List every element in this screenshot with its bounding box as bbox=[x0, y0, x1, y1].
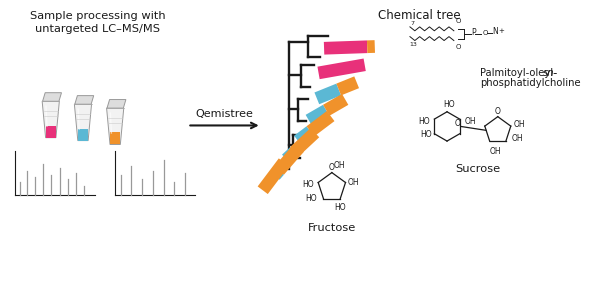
Text: P: P bbox=[471, 28, 476, 37]
Polygon shape bbox=[258, 158, 289, 194]
Polygon shape bbox=[317, 58, 366, 79]
Text: O: O bbox=[495, 107, 501, 116]
Polygon shape bbox=[46, 126, 56, 138]
Polygon shape bbox=[290, 128, 319, 156]
Polygon shape bbox=[75, 96, 94, 104]
Text: OH: OH bbox=[465, 117, 476, 126]
Polygon shape bbox=[275, 143, 304, 175]
Text: 13: 13 bbox=[409, 42, 417, 47]
Polygon shape bbox=[110, 132, 120, 145]
Text: sn-: sn- bbox=[542, 68, 558, 78]
Text: HO: HO bbox=[306, 194, 317, 203]
Text: OH: OH bbox=[512, 134, 523, 143]
Polygon shape bbox=[323, 94, 349, 116]
Text: O: O bbox=[329, 163, 335, 172]
Text: OH: OH bbox=[514, 120, 525, 129]
Polygon shape bbox=[107, 100, 126, 108]
Polygon shape bbox=[270, 166, 284, 180]
Polygon shape bbox=[43, 93, 61, 101]
Text: Chemical tree: Chemical tree bbox=[379, 9, 461, 22]
Text: Sample processing with
untargeted LC–MS/MS: Sample processing with untargeted LC–MS/… bbox=[29, 11, 166, 35]
Text: HO: HO bbox=[418, 117, 429, 126]
Text: OH: OH bbox=[334, 161, 346, 170]
Text: 7: 7 bbox=[411, 21, 415, 26]
Text: N: N bbox=[492, 27, 498, 36]
Polygon shape bbox=[282, 147, 299, 164]
Polygon shape bbox=[75, 104, 92, 141]
Polygon shape bbox=[78, 128, 88, 141]
Text: O: O bbox=[456, 44, 461, 50]
Text: OH: OH bbox=[347, 178, 359, 187]
Text: HO: HO bbox=[443, 100, 455, 109]
Polygon shape bbox=[306, 111, 335, 137]
Polygon shape bbox=[314, 84, 341, 104]
Text: HO: HO bbox=[420, 130, 432, 139]
Text: phosphatidylcholine: phosphatidylcholine bbox=[480, 78, 581, 88]
Polygon shape bbox=[42, 101, 60, 138]
Text: O: O bbox=[482, 30, 488, 36]
Polygon shape bbox=[324, 40, 367, 55]
Text: Qemistree: Qemistree bbox=[196, 109, 253, 119]
Text: HO: HO bbox=[303, 181, 314, 190]
Text: Sucrose: Sucrose bbox=[456, 164, 501, 175]
Polygon shape bbox=[294, 126, 314, 146]
Text: OH: OH bbox=[490, 147, 501, 156]
Polygon shape bbox=[107, 108, 124, 145]
Text: +: + bbox=[499, 28, 504, 34]
Text: Fructose: Fructose bbox=[308, 223, 356, 233]
Text: Palmitoyl-oleyl-: Palmitoyl-oleyl- bbox=[480, 68, 557, 78]
Text: O: O bbox=[455, 119, 461, 128]
Polygon shape bbox=[337, 76, 359, 95]
Polygon shape bbox=[367, 40, 375, 53]
Text: HO: HO bbox=[334, 202, 346, 212]
Text: O: O bbox=[456, 18, 461, 24]
Polygon shape bbox=[306, 105, 329, 126]
